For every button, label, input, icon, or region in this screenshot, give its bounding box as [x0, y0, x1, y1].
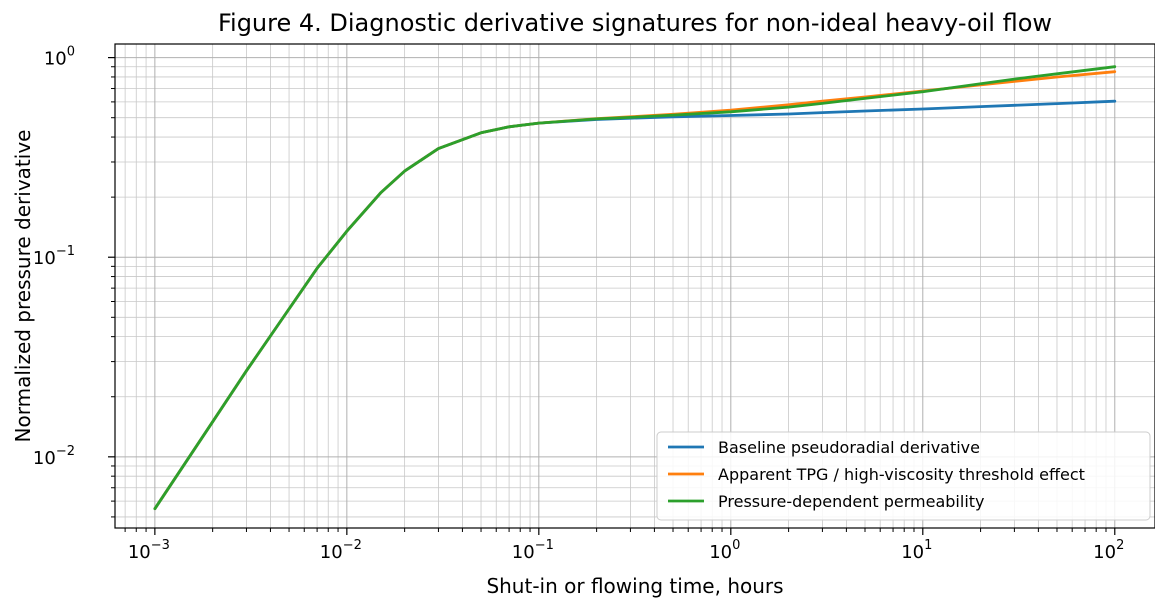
chart-title: Figure 4. Diagnostic derivative signatur…	[218, 9, 1052, 37]
legend-label: Pressure-dependent permeability	[718, 492, 985, 511]
x-tick-label: 102	[1093, 538, 1124, 563]
series-lines	[153, 65, 1117, 511]
y-tick-label: 100	[44, 45, 75, 70]
x-tick-label: 10−1	[512, 538, 554, 563]
legend-label: Baseline pseudoradial derivative	[718, 438, 980, 457]
y-tick-label: 10−2	[33, 444, 75, 469]
axis-ticks	[108, 57, 1116, 535]
tick-labels: 10−3 10−2 10−1 100 101 102 10−2 10−1 100	[33, 45, 1124, 563]
legend: Baseline pseudoradial derivative Apparent…	[656, 431, 1151, 521]
series-line-3	[153, 65, 1117, 511]
major-gridlines	[115, 44, 1155, 528]
x-axis-label: Shut-in or flowing time, hours	[486, 574, 783, 598]
legend-label: Apparent TPG / high-viscosity threshold …	[718, 465, 1085, 484]
x-tick-label: 100	[709, 538, 740, 563]
x-tick-label: 10−3	[128, 538, 170, 563]
legend-box	[656, 431, 1151, 521]
y-tick-label: 10−1	[33, 244, 75, 269]
plot-frame	[114, 43, 1155, 529]
x-tick-label: 10−2	[320, 538, 362, 563]
y-axis-label: Normalized pressure derivative	[11, 130, 35, 443]
x-tick-label: 101	[901, 538, 932, 563]
